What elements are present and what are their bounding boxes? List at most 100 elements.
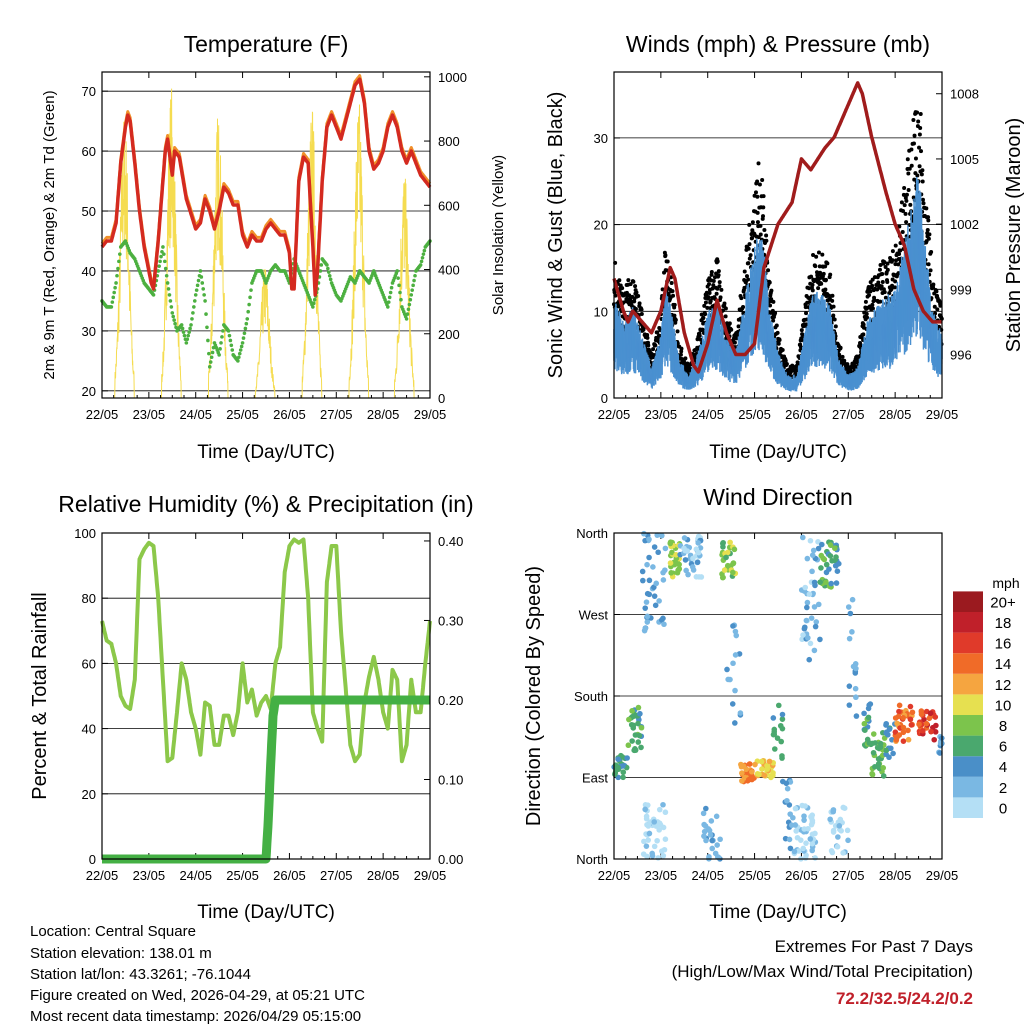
gust-point <box>746 261 751 266</box>
wind-direction-point <box>700 810 707 817</box>
dewpoint-point <box>387 295 392 300</box>
gust-point <box>915 173 920 178</box>
gust-point <box>845 362 850 367</box>
dewpoint-point <box>173 321 177 326</box>
dewpoint-point <box>218 347 222 351</box>
gust-point <box>799 328 804 333</box>
wind-direction-point <box>721 567 728 573</box>
dewpoint-point <box>326 270 331 274</box>
y-tick-label: 20 <box>82 787 96 802</box>
y-tick-label: 30 <box>82 324 96 339</box>
relative-humidity-line <box>100 537 432 764</box>
gust-point <box>627 293 632 298</box>
gust-point <box>878 299 883 304</box>
wind-direction-point <box>624 755 630 761</box>
gust-point <box>742 285 747 290</box>
gust-point <box>706 295 711 300</box>
gust-point <box>928 268 933 273</box>
dewpoint-point <box>203 299 207 303</box>
gust-point <box>697 333 702 338</box>
dewpoint-point <box>312 297 317 302</box>
dewpoint-point <box>114 281 118 285</box>
dewpoint-point <box>168 299 173 303</box>
gust-point <box>703 312 708 317</box>
wind-direction-point <box>712 850 719 857</box>
gust-point <box>934 289 939 294</box>
x-tick-label: 22/05 <box>598 868 631 883</box>
dewpoint-point <box>248 295 252 300</box>
wind-direction-point <box>730 660 736 667</box>
dewpoint-point <box>405 312 410 316</box>
x-tick-label: 26/05 <box>273 407 306 422</box>
gust-point <box>899 200 904 205</box>
gust-point <box>840 354 845 359</box>
gust-point <box>920 168 925 173</box>
dewpoint-point <box>112 290 116 295</box>
gust-point <box>816 250 821 255</box>
gust-point <box>636 293 641 298</box>
wind-direction-point <box>643 599 650 605</box>
y-tick-label: 50 <box>82 204 96 219</box>
dewpoint-point <box>411 283 415 288</box>
dewpoint-point <box>388 290 393 295</box>
gust-point <box>872 275 877 280</box>
gust-point <box>758 223 763 228</box>
temperature-ylabel: 2m & 9m T (Red, Orange) & 2m Td (Green) <box>41 90 58 379</box>
wind-direction-point <box>681 545 687 552</box>
gust-point <box>757 182 762 187</box>
y-tick-label: 20 <box>82 384 96 399</box>
y-tick-label: 0 <box>601 391 608 406</box>
y-tick-label: 60 <box>82 144 96 159</box>
gust-point <box>634 290 639 295</box>
dewpoint-point <box>422 248 427 253</box>
gust-point <box>813 264 818 269</box>
wind-direction-point <box>720 539 726 546</box>
dewpoint-point <box>156 269 161 273</box>
gust-point <box>883 295 888 300</box>
wind-direction-point <box>661 846 668 853</box>
y-right-tick-label: 0.00 <box>438 852 463 867</box>
gust-point <box>931 285 936 290</box>
wind-direction-point <box>660 801 666 808</box>
gust-point <box>703 300 708 305</box>
dewpoint-point <box>236 359 240 363</box>
gust-point <box>885 280 890 285</box>
gust-point <box>903 195 908 200</box>
dewpoint-point <box>386 305 390 309</box>
wind-direction-point <box>644 821 650 828</box>
gust-point <box>645 333 650 338</box>
wind-direction-point <box>703 805 709 812</box>
gust-point <box>917 164 922 169</box>
wind-direction-point <box>637 710 643 717</box>
dewpoint-point <box>201 287 206 291</box>
dewpoint-point <box>162 259 167 264</box>
temperature-title: Temperature (F) <box>184 31 349 57</box>
x-tick-label: 25/05 <box>226 868 259 883</box>
y-right-tick-label: 0.10 <box>438 772 463 787</box>
dewpoint-point <box>228 338 233 343</box>
y-right-tick-label: 0.40 <box>438 534 463 549</box>
wind-direction-point <box>709 845 716 852</box>
dewpoint-point <box>170 311 175 315</box>
dewpoint-point <box>180 326 185 331</box>
gust-point <box>768 303 773 308</box>
dewpoint-point <box>171 314 176 319</box>
wind-direction-point <box>635 704 642 711</box>
dewpoint-point <box>209 355 214 360</box>
gust-point <box>718 295 723 300</box>
dewpoint-point <box>217 353 221 357</box>
dewpoint-point <box>206 338 210 343</box>
gust-point <box>712 275 717 280</box>
gust-point <box>773 311 778 316</box>
y-tick-label: 80 <box>82 591 96 606</box>
gust-point <box>903 211 908 216</box>
gust-point <box>917 145 922 150</box>
gust-point <box>904 192 909 197</box>
y-tick-label: South <box>574 689 608 704</box>
gust-point <box>907 166 912 171</box>
plot-frame <box>101 532 431 860</box>
gust-point <box>679 346 684 351</box>
dewpoint-point <box>397 283 401 288</box>
wind-direction-point <box>660 824 667 831</box>
wind-direction-point <box>651 819 658 825</box>
